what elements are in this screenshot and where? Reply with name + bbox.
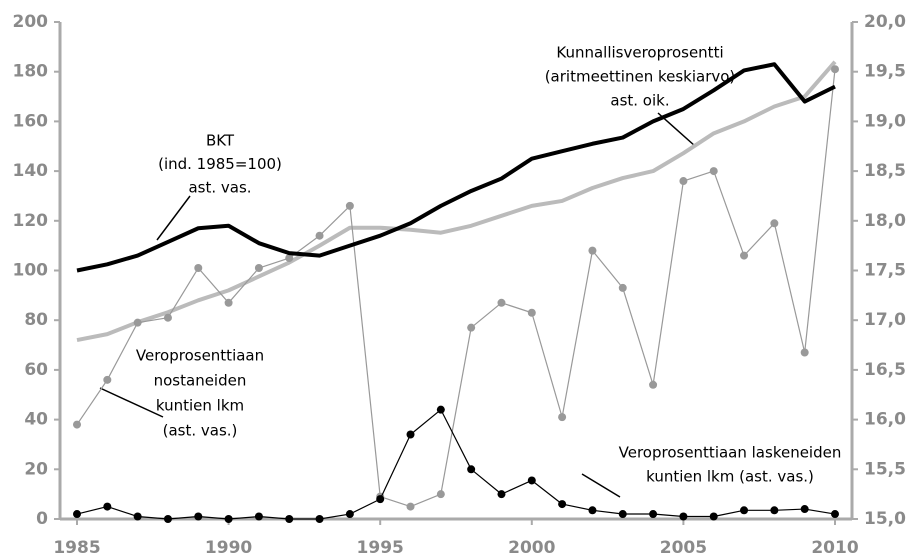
leader-line: [581, 473, 621, 498]
data-point: [436, 490, 445, 499]
annotation: nostaneiden: [154, 372, 247, 390]
data-point: [224, 298, 233, 307]
annotation: kuntien lkm (ast. vas.): [646, 468, 814, 486]
annotation: BKT: [206, 132, 235, 150]
data-point: [618, 510, 627, 519]
data-point: [831, 65, 839, 74]
data-point: [618, 283, 627, 292]
data-point: [527, 476, 536, 485]
data-point: [770, 219, 779, 228]
data-point: [315, 231, 324, 240]
data-point: [588, 506, 597, 515]
annotation: ast. oik.: [610, 92, 669, 110]
x-tick-label: 1995: [357, 538, 404, 558]
data-point: [406, 502, 415, 511]
data-point: [709, 167, 718, 176]
data-point: [588, 246, 597, 255]
y-tick-label: 0: [36, 509, 48, 529]
data-point: [740, 251, 749, 260]
data-point: [770, 506, 779, 515]
data-point: [103, 375, 112, 384]
y2-tick-label: 18,5: [864, 161, 906, 181]
y2-tick-label: 15,0: [864, 509, 906, 529]
data-point: [194, 264, 203, 273]
data-point: [467, 323, 476, 332]
data-point: [194, 512, 203, 521]
annotation: Kunnallisveroprosentti: [556, 44, 723, 62]
leader-line: [156, 195, 191, 241]
annotation: kuntien lkm: [156, 397, 244, 415]
data-point: [709, 512, 718, 521]
data-point: [649, 380, 658, 389]
annotation: (aritmeettinen keskiarvo): [545, 68, 736, 86]
y-tick-label: 100: [13, 261, 49, 281]
data-point: [315, 515, 324, 523]
series-line: [76, 60, 837, 343]
data-point: [497, 298, 506, 307]
y2-tick-label: 16,5: [864, 360, 906, 380]
y-tick-label: 80: [24, 310, 48, 330]
data-point: [376, 495, 385, 504]
x-tick-label: 2000: [508, 538, 555, 558]
y-tick-label: 60: [24, 360, 48, 380]
y-tick-label: 160: [13, 111, 49, 131]
x-tick-label: 1985: [53, 538, 100, 558]
data-point: [558, 413, 567, 422]
annotation: (ind. 1985=100): [158, 155, 282, 173]
y2-tick-label: 18,0: [864, 211, 906, 231]
y-tick-label: 140: [13, 161, 49, 181]
series-line: [76, 62, 836, 273]
data-point: [800, 348, 809, 357]
data-point: [224, 515, 233, 523]
data-point: [163, 313, 172, 322]
data-point: [679, 177, 688, 186]
data-point: [467, 465, 476, 474]
y-tick-label: 120: [13, 211, 49, 231]
annotation: (ast. vas.): [163, 422, 238, 440]
y2-tick-label: 17,0: [864, 310, 906, 330]
data-point: [285, 515, 294, 523]
leader-line: [99, 387, 164, 418]
annotation: Veroprosenttiaan laskeneiden: [619, 444, 842, 462]
data-point: [285, 254, 294, 263]
data-point: [103, 502, 112, 511]
data-point: [254, 512, 263, 521]
data-point: [133, 318, 142, 327]
data-point: [497, 490, 506, 499]
data-point: [558, 500, 567, 509]
y2-tick-label: 17,5: [864, 261, 906, 281]
data-point: [406, 430, 415, 439]
y-tick-label: 40: [24, 410, 48, 430]
data-point: [73, 420, 81, 429]
x-tick-label: 2005: [660, 538, 707, 558]
data-point: [831, 510, 839, 519]
y2-tick-label: 16,0: [864, 410, 906, 430]
data-point: [800, 505, 809, 514]
x-tick-label: 1990: [205, 538, 252, 558]
x-tick-label: 2010: [811, 538, 858, 558]
y2-tick-label: 15,5: [864, 459, 906, 479]
data-point: [345, 510, 354, 519]
data-point: [649, 510, 658, 519]
annotation: Veroprosenttiaan: [136, 347, 264, 365]
data-point: [740, 506, 749, 515]
data-point: [73, 510, 81, 519]
series-line: [76, 69, 836, 508]
data-point: [254, 264, 263, 273]
data-point: [345, 201, 354, 210]
data-point: [163, 515, 172, 523]
annotation: ast. vas.: [188, 179, 251, 197]
y2-tick-label: 20,0: [864, 12, 906, 32]
data-point: [527, 308, 536, 317]
series-line: [76, 409, 836, 520]
data-point: [133, 512, 142, 521]
data-point: [679, 512, 688, 521]
y-tick-label: 180: [13, 62, 49, 82]
y2-tick-label: 19,0: [864, 111, 906, 131]
data-point: [436, 405, 445, 414]
y-tick-label: 20: [24, 459, 48, 479]
y-tick-label: 200: [13, 12, 49, 32]
y2-tick-label: 19,5: [864, 62, 906, 82]
